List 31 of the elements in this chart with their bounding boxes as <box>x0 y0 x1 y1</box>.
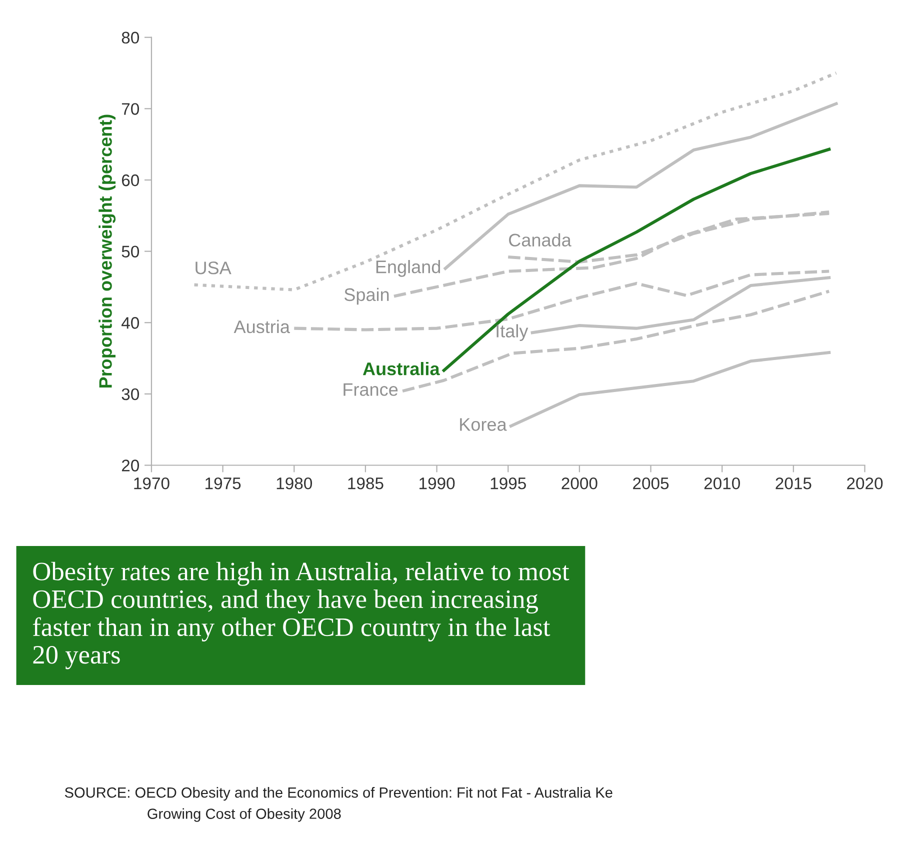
x-tick-label: 1995 <box>490 478 526 490</box>
series-label: France <box>344 383 398 396</box>
x-tick-label: 2015 <box>776 478 812 490</box>
x-tick-label: 2020 <box>847 478 883 490</box>
y-tick-label: 60 <box>122 174 140 186</box>
text: Growing Cost of Obesity 2008 <box>148 808 341 822</box>
y-tick-label: 70 <box>122 103 140 115</box>
series-label: Korea <box>460 418 507 431</box>
series-label: Canada <box>509 233 572 246</box>
x-tick-label: 1990 <box>420 478 455 490</box>
x-tick-label: 2010 <box>704 478 740 490</box>
series-label: USA <box>196 262 232 274</box>
x-tick-label: 1985 <box>348 478 384 490</box>
series-label: England <box>376 260 440 277</box>
y-tick-label: 80 <box>122 32 140 44</box>
y-tick-label: 50 <box>122 246 140 258</box>
series-label: Australia <box>362 362 440 376</box>
y-tick-label: 20 <box>122 460 140 472</box>
series-label: Italy <box>496 324 528 342</box>
series-label: Austria <box>234 320 290 334</box>
text: Obesity rates are high in Australia, relative to most OECD countries, and they have been increasing faster than in any other OECD country in the last 20 years <box>32 562 570 670</box>
x-tick-label: 2000 <box>562 478 598 490</box>
y-tick-label: 40 <box>122 317 140 329</box>
y-axis-title: Proportion overweight (percent) <box>98 114 116 388</box>
series-label: Spain <box>344 288 389 305</box>
x-tick-label: 2005 <box>633 478 669 490</box>
x-tick-label: 1970 <box>134 478 170 490</box>
source-note: SOURCE: OECD Obesity and the Economics of Prevention: Fit not Fat - Australia Ke <box>64 787 612 801</box>
y-tick-label: 30 <box>122 388 140 400</box>
x-tick-label: 1975 <box>206 478 241 490</box>
x-tick-label: 1980 <box>276 478 312 490</box>
